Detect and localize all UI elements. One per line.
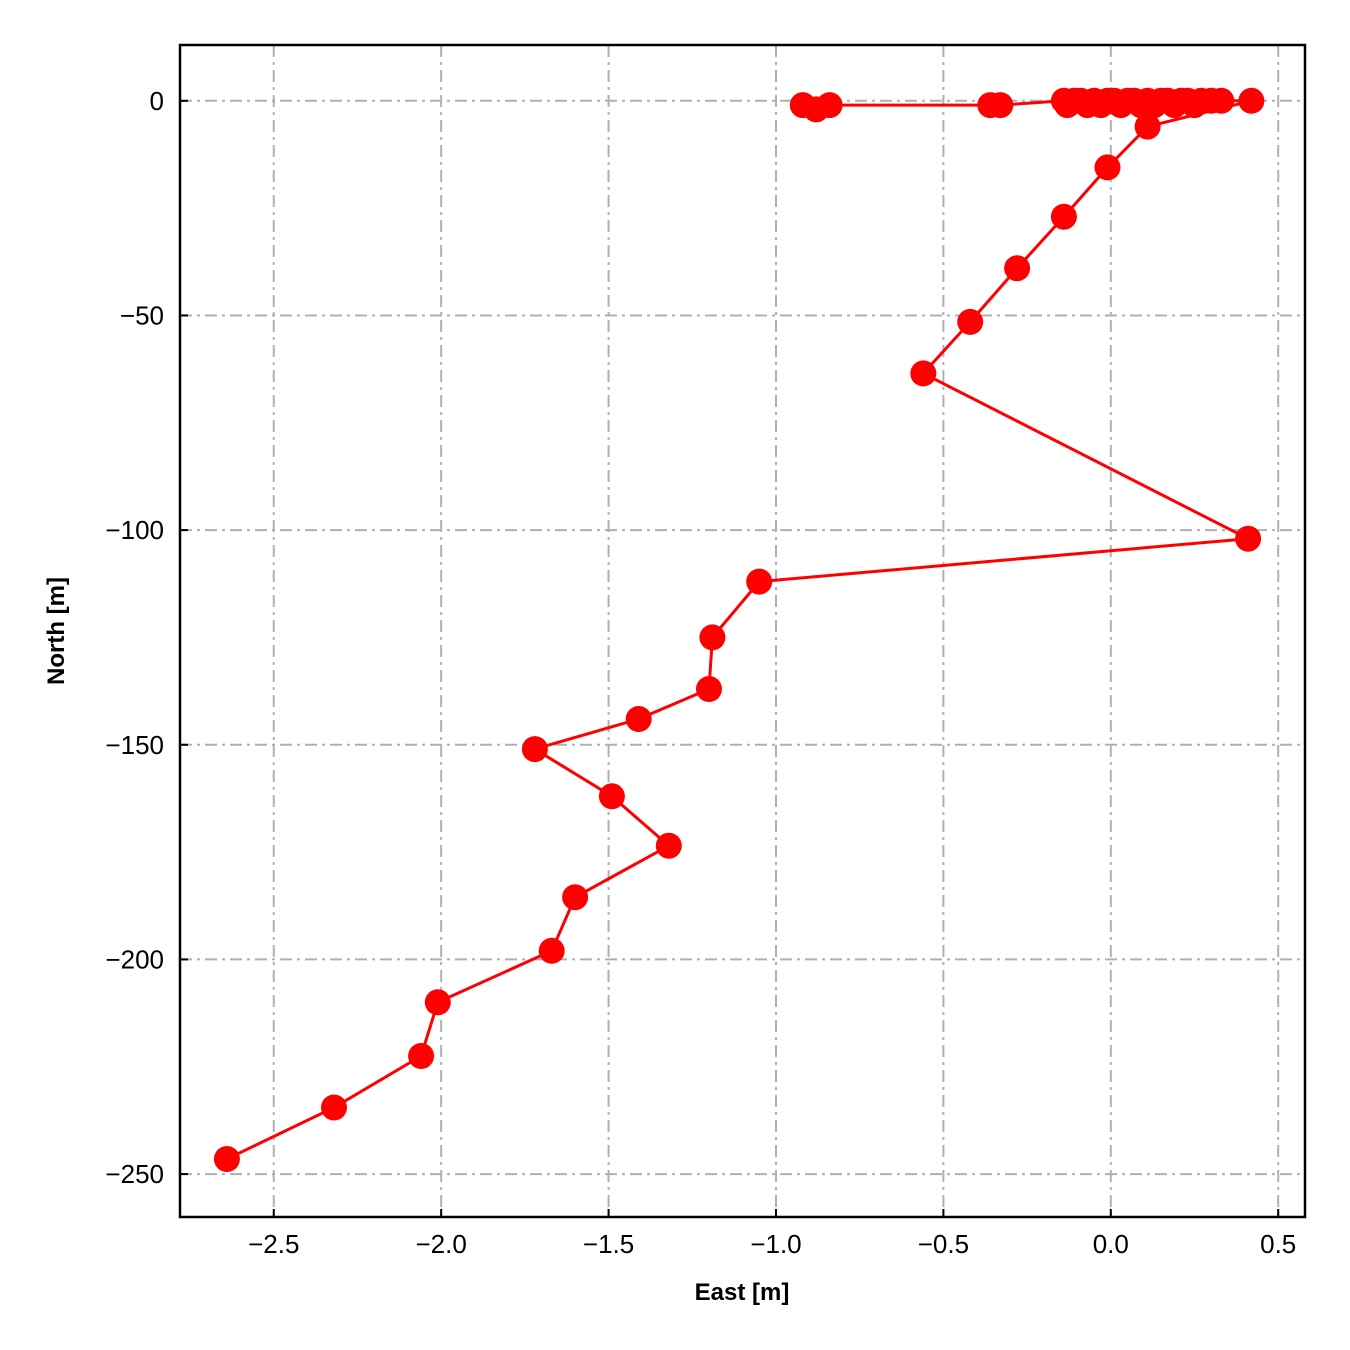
y-tick-label: −250 xyxy=(105,1159,164,1189)
data-point xyxy=(1050,203,1077,230)
data-point xyxy=(1238,87,1265,114)
data-point xyxy=(957,308,984,335)
data-point xyxy=(696,676,722,702)
x-tick-label: −1.0 xyxy=(750,1229,801,1259)
y-tick-label: −200 xyxy=(105,944,164,974)
y-tick-label: −50 xyxy=(120,300,164,330)
data-point xyxy=(1094,154,1121,181)
y-tick-label: −100 xyxy=(105,515,164,545)
x-tick-labels: −2.5 −2.0 −1.5 −1.0 −0.5 0.0 0.5 xyxy=(248,1229,1296,1259)
x-tick-label: −2.5 xyxy=(248,1229,299,1259)
series-line xyxy=(226,99,1253,1161)
data-point xyxy=(910,360,937,387)
y-tick-labels: 0 −50 −100 −150 −200 −250 xyxy=(105,86,164,1189)
y-axis-label: North [m] xyxy=(43,577,70,685)
x-tick-label: 0.0 xyxy=(1093,1229,1129,1259)
data-point xyxy=(598,783,625,810)
data-point xyxy=(1134,113,1161,140)
data-point xyxy=(816,92,843,119)
y-tick-label: −150 xyxy=(105,730,164,760)
plot-frame xyxy=(178,43,1307,1219)
data-point xyxy=(562,884,589,911)
grid xyxy=(180,45,1305,1217)
x-axis-label: East [m] xyxy=(695,1279,790,1306)
data-point xyxy=(699,624,726,651)
data-point xyxy=(521,736,548,763)
data-point xyxy=(408,1043,435,1069)
y-tick-label: 0 xyxy=(150,86,164,116)
data-point xyxy=(987,92,1014,119)
data-point xyxy=(746,568,773,595)
data-point xyxy=(213,1146,240,1172)
data-point xyxy=(1208,87,1235,114)
data-point xyxy=(655,832,682,859)
series-layer xyxy=(213,87,1265,1172)
data-point xyxy=(424,989,451,1016)
data-point xyxy=(1004,255,1031,282)
data-point xyxy=(1235,525,1262,552)
x-tick-label: −0.5 xyxy=(918,1229,969,1259)
data-point xyxy=(625,706,652,732)
x-tick-label: −1.5 xyxy=(583,1229,634,1259)
data-point xyxy=(321,1094,347,1121)
x-tick-label: −2.0 xyxy=(415,1229,466,1259)
data-point xyxy=(538,937,565,964)
x-tick-label: 0.5 xyxy=(1260,1229,1296,1259)
tick-marks xyxy=(180,99,1280,1217)
